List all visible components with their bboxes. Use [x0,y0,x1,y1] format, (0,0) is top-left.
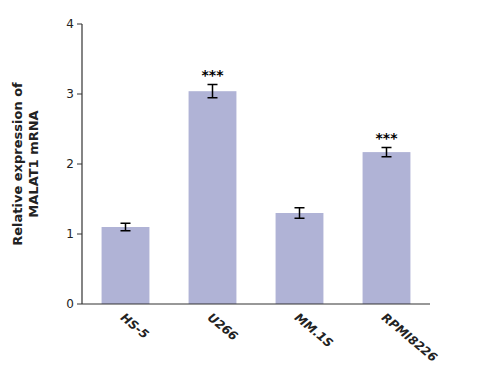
y-tick-label: 2 [66,157,74,171]
bar [276,213,324,304]
y-tick-label: 3 [66,87,74,101]
bar [189,91,237,304]
x-axis-line [82,303,430,304]
y-tick-label: 4 [66,17,74,31]
chart-svg: 0 1 2 3 4 HS-5 U266 MM.1S RPMI8226 Relative expre… [0,0,500,388]
error-bar [208,85,218,98]
error-bar [382,148,392,157]
x-tick-label: MM.1S [292,310,336,350]
x-tick-label: HS-5 [118,310,152,341]
significance-label: *** [202,67,225,83]
y-axis-label-line: Relative expression of [10,82,25,246]
y-tick [77,24,82,25]
y-axis-label-line: MALAT1 mRNA [26,110,41,217]
y-axis-label: Relative expression ofMALAT1 mRNA [10,82,41,246]
y-tick-label: 1 [66,227,74,241]
y-tick [77,234,82,235]
x-tick-label: U266 [205,310,241,343]
error-bar [295,208,305,219]
y-tick [77,164,82,165]
y-tick [77,94,82,95]
bar [102,227,150,304]
y-tick-label: 0 [66,297,74,311]
y-tick [77,304,82,305]
significance-label: *** [376,130,399,146]
chart-container: 0 1 2 3 4 HS-5 U266 MM.1S RPMI8226 Relative expre… [0,0,500,388]
bar [363,152,411,304]
plot-area [102,85,411,304]
error-bar [121,223,131,231]
x-tick-label: RPMI8226 [379,310,440,364]
